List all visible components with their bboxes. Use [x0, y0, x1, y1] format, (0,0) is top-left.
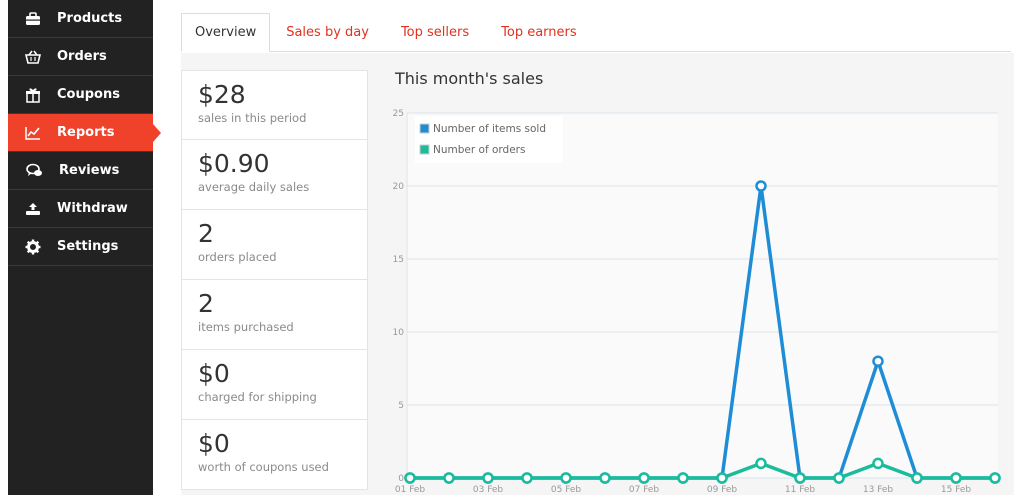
series-line: [410, 461, 995, 480]
stat-value: 2: [198, 219, 214, 248]
legend-label: Number of orders: [433, 144, 525, 156]
upload-icon: [24, 200, 42, 218]
data-point: [950, 472, 962, 484]
comments-icon: [25, 162, 43, 180]
stat-card-sales: $28 sales in this period: [181, 70, 368, 140]
x-tick-label: 11 Feb: [785, 485, 816, 495]
x-tick-label: 05 Feb: [551, 485, 582, 495]
y-tick-label: 25: [393, 109, 404, 119]
sidebar-item-coupons[interactable]: Coupons: [8, 76, 153, 114]
y-tick-label: 20: [393, 182, 405, 192]
x-tick-label: 13 Feb: [863, 485, 894, 495]
legend-box: [415, 116, 563, 163]
gear-icon: [24, 238, 42, 256]
stat-label: sales in this period: [198, 111, 307, 125]
data-point: [404, 472, 416, 484]
sales-chart-svg: 0 5 10 15 20 25 01 Feb 03 Feb 05 Feb 07 Feb 09 Feb…: [393, 109, 1001, 495]
basket-icon: [24, 48, 42, 66]
sidebar-item-reviews[interactable]: Reviews: [8, 152, 153, 190]
stat-card-shipping: $0 charged for shipping: [181, 350, 368, 420]
y-tick-label: 15: [393, 255, 404, 265]
sales-chart: 0 5 10 15 20 25 01 Feb 03 Feb 05 Feb 07 Feb 09 Feb…: [380, 100, 1014, 500]
line-chart-icon: [24, 124, 42, 142]
data-point: [989, 472, 1001, 484]
tab-overview[interactable]: Overview: [181, 13, 271, 52]
briefcase-icon: [24, 10, 42, 28]
sidebar-item-label: Withdraw: [57, 201, 128, 216]
stats-list: $28 sales in this period $0.90 average d…: [181, 70, 368, 490]
data-point: [482, 472, 494, 484]
stat-value: 2: [198, 289, 214, 318]
sidebar-item-settings[interactable]: Settings: [8, 228, 153, 266]
stat-label: orders placed: [198, 250, 277, 264]
stat-card-items: 2 items purchased: [181, 280, 368, 350]
y-tick-label: 5: [398, 401, 404, 411]
data-point: [443, 472, 455, 484]
x-tick-label: 01 Feb: [395, 485, 426, 495]
data-point: [599, 472, 611, 484]
sidebar-item-label: Coupons: [57, 87, 120, 102]
data-point: [794, 472, 806, 484]
data-point: [716, 472, 728, 484]
data-point: [755, 180, 767, 192]
data-point: [755, 457, 767, 470]
sidebar-item-label: Reports: [57, 125, 115, 140]
y-tick-label: 0: [398, 474, 404, 484]
x-tick-label: 07 Feb: [629, 485, 660, 495]
plot-area: [407, 113, 998, 478]
stat-label: charged for shipping: [198, 390, 317, 404]
data-point: [638, 472, 650, 484]
stat-card-orders: 2 orders placed: [181, 210, 368, 280]
x-tick-label: 03 Feb: [473, 485, 504, 495]
stat-value: $0: [198, 429, 230, 458]
data-point: [911, 472, 923, 484]
x-tick-label: 09 Feb: [707, 485, 738, 495]
data-point: [521, 472, 533, 484]
sidebar-item-products[interactable]: Products: [8, 0, 153, 38]
y-tick-label: 10: [393, 328, 405, 338]
gift-icon: [24, 86, 42, 104]
sidebar-item-label: Orders: [57, 49, 107, 64]
stat-value: $0.90: [198, 149, 270, 178]
report-tabs: Overview Sales by day Top sellers Top ea…: [181, 13, 1011, 52]
sidebar-item-label: Reviews: [59, 163, 120, 178]
data-point: [833, 472, 845, 484]
stat-label: worth of coupons used: [198, 460, 329, 474]
sidebar-item-reports[interactable]: Reports: [8, 114, 161, 152]
x-tick-label: 15 Feb: [941, 485, 972, 495]
sidebar-item-label: Settings: [57, 239, 119, 254]
stat-card-average-daily: $0.90 average daily sales: [181, 140, 368, 210]
legend-swatch: [419, 123, 430, 134]
stat-label: items purchased: [198, 320, 294, 334]
data-point: [872, 457, 884, 470]
tab-top-earners[interactable]: Top earners: [501, 24, 577, 40]
sidebar-item-label: Products: [57, 11, 123, 26]
legend-swatch: [419, 144, 430, 155]
tab-top-sellers[interactable]: Top sellers: [400, 24, 470, 40]
stat-value: $28: [198, 80, 246, 109]
chart-title: This month's sales: [395, 69, 544, 88]
stat-value: $0: [198, 359, 230, 388]
data-point: [872, 355, 884, 367]
data-point: [560, 472, 572, 484]
tab-sales-by-day[interactable]: Sales by day: [286, 24, 369, 40]
legend-label: Number of items sold: [433, 123, 546, 135]
data-point: [677, 472, 689, 484]
sidebar-item-withdraw[interactable]: Withdraw: [8, 190, 153, 228]
stat-label: average daily sales: [198, 180, 310, 194]
stat-card-coupons: $0 worth of coupons used: [181, 420, 368, 490]
sidebar: Products Orders Coupons Reports Reviews …: [8, 0, 161, 495]
sidebar-item-orders[interactable]: Orders: [8, 38, 153, 76]
